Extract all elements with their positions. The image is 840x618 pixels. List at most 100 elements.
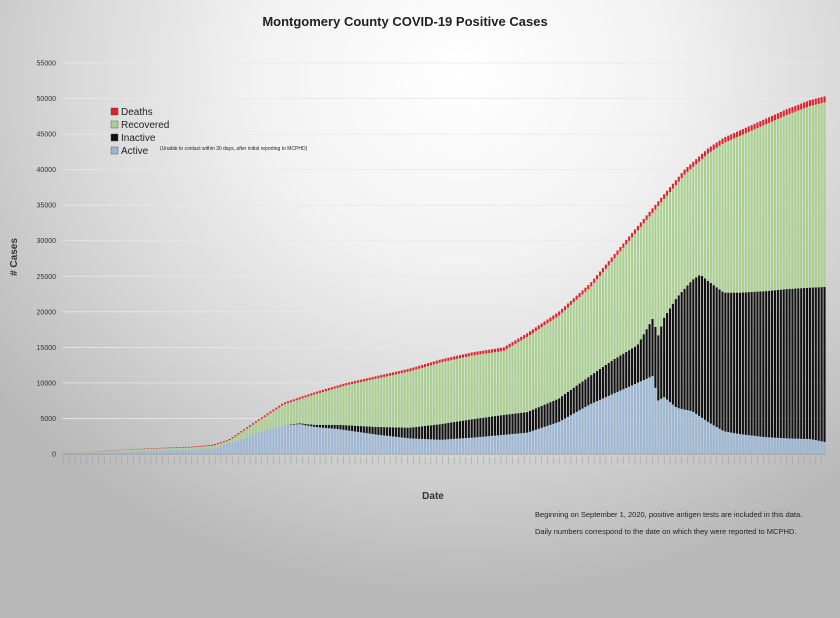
bar-recovered bbox=[543, 325, 546, 405]
bar-recovered bbox=[286, 403, 290, 425]
bar-deaths bbox=[173, 447, 176, 449]
bar-inactive bbox=[701, 275, 704, 418]
bar-inactive bbox=[476, 418, 479, 438]
bar-recovered bbox=[817, 103, 820, 288]
legend-label-active: Active bbox=[121, 146, 149, 157]
bar-active bbox=[692, 411, 695, 454]
bar-recovered bbox=[663, 198, 666, 318]
bar-active bbox=[383, 435, 386, 454]
bar-recovered bbox=[281, 405, 284, 426]
bar-active bbox=[400, 437, 403, 454]
bar-deaths bbox=[537, 325, 540, 330]
bar-deaths bbox=[336, 385, 339, 388]
bar-active bbox=[593, 402, 596, 454]
bar-active bbox=[354, 431, 357, 454]
bar-recovered bbox=[631, 237, 634, 349]
bar-recovered bbox=[526, 336, 529, 413]
bar-inactive bbox=[633, 346, 637, 384]
bar-deaths bbox=[549, 317, 552, 322]
bar-deaths bbox=[289, 400, 292, 403]
bar-recovered bbox=[432, 364, 435, 425]
bar-recovered bbox=[254, 422, 257, 434]
bar-recovered bbox=[339, 386, 342, 425]
bar-active bbox=[660, 398, 663, 454]
bar-active bbox=[639, 381, 642, 454]
bar-active bbox=[561, 420, 564, 454]
bar-recovered bbox=[814, 104, 817, 288]
bar-inactive bbox=[648, 324, 651, 378]
bar-recovered bbox=[467, 356, 470, 420]
bar-recovered bbox=[222, 442, 225, 445]
bar-deaths bbox=[184, 447, 187, 448]
bar-deaths bbox=[321, 389, 325, 392]
bar-inactive bbox=[520, 412, 523, 434]
bar-active bbox=[429, 439, 432, 454]
bar-inactive bbox=[779, 289, 782, 438]
bar-active bbox=[584, 406, 587, 454]
bar-inactive bbox=[803, 288, 806, 439]
bar-deaths bbox=[406, 369, 409, 372]
bar-deaths bbox=[383, 374, 386, 377]
bar-inactive bbox=[677, 295, 680, 409]
bar-recovered bbox=[674, 184, 677, 300]
bar-recovered bbox=[234, 436, 237, 442]
bar-active bbox=[537, 428, 540, 454]
bar-deaths bbox=[190, 446, 193, 448]
bar-deaths bbox=[453, 356, 456, 360]
bar-inactive bbox=[371, 426, 374, 435]
bar-recovered bbox=[426, 366, 430, 426]
bar-deaths bbox=[205, 445, 208, 447]
bar-active bbox=[488, 436, 491, 454]
bar-deaths bbox=[502, 347, 505, 351]
bar-recovered bbox=[505, 349, 508, 415]
bar-recovered bbox=[759, 126, 762, 292]
bar-recovered bbox=[820, 103, 823, 288]
legend-label-inactive: Inactive bbox=[121, 133, 156, 144]
bar-inactive bbox=[514, 413, 517, 434]
bar-inactive bbox=[639, 339, 642, 382]
bar-active bbox=[788, 438, 791, 454]
bar-deaths bbox=[450, 357, 453, 361]
bar-recovered bbox=[129, 449, 132, 452]
bar-deaths bbox=[158, 447, 161, 449]
bar-recovered bbox=[202, 446, 205, 449]
bar-deaths bbox=[639, 222, 642, 227]
bar-inactive bbox=[683, 288, 686, 410]
bar-active bbox=[736, 433, 739, 454]
bar-recovered bbox=[146, 448, 150, 451]
bar-recovered bbox=[642, 223, 645, 335]
bar-deaths bbox=[584, 287, 587, 292]
bar-recovered bbox=[762, 125, 765, 292]
bar-deaths bbox=[400, 370, 403, 374]
bar-deaths bbox=[572, 298, 575, 303]
bar-deaths bbox=[590, 282, 593, 287]
bar-inactive bbox=[316, 424, 319, 428]
bar-recovered bbox=[391, 375, 395, 428]
bar-recovered bbox=[249, 426, 252, 436]
bar-deaths bbox=[610, 257, 613, 262]
bar-active bbox=[313, 426, 316, 454]
bar-deaths bbox=[348, 382, 351, 385]
bar-active bbox=[109, 452, 112, 454]
bar-recovered bbox=[421, 367, 424, 427]
bar-recovered bbox=[456, 358, 459, 422]
bar-deaths bbox=[619, 247, 622, 252]
bar-deaths bbox=[657, 201, 660, 206]
bar-deaths bbox=[631, 232, 634, 238]
bar-active bbox=[374, 434, 377, 454]
bar-active bbox=[733, 433, 736, 454]
bar-deaths bbox=[295, 398, 298, 401]
bar-inactive bbox=[377, 427, 380, 435]
bar-deaths bbox=[756, 122, 759, 129]
bar-inactive bbox=[776, 289, 779, 438]
bar-recovered bbox=[190, 447, 193, 450]
bar-deaths bbox=[254, 421, 257, 423]
bar-deaths bbox=[622, 243, 625, 248]
bar-inactive bbox=[587, 377, 590, 406]
bar-deaths bbox=[730, 134, 733, 140]
bar-deaths bbox=[371, 377, 374, 380]
bar-active bbox=[820, 441, 823, 454]
bar-inactive bbox=[607, 362, 610, 396]
bar-deaths bbox=[301, 396, 304, 399]
bar-active bbox=[371, 434, 374, 454]
